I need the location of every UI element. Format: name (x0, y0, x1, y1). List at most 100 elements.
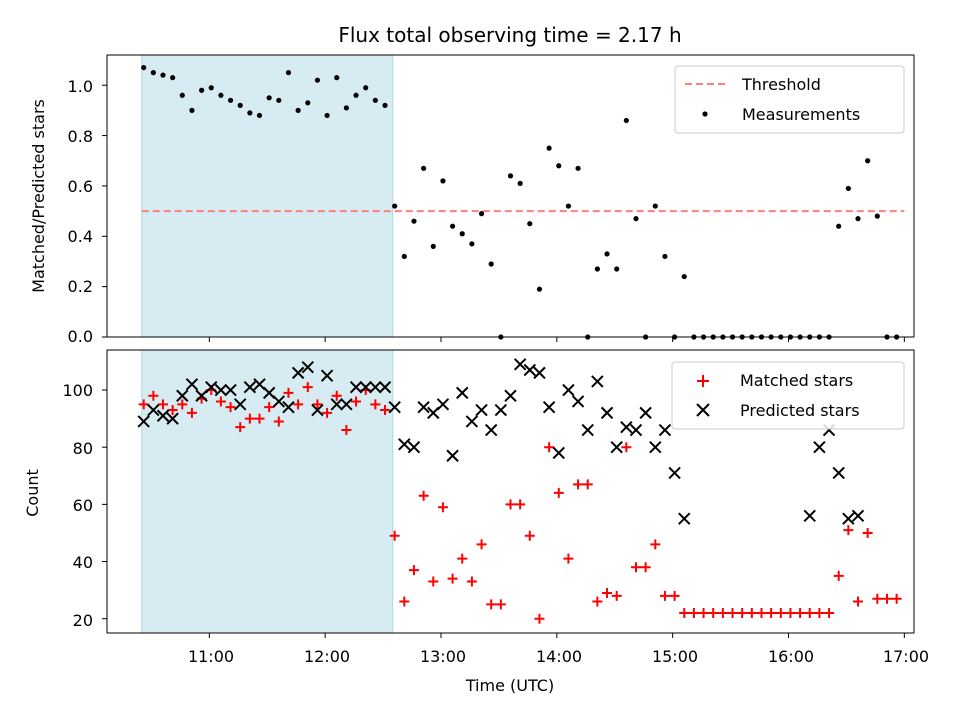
matched-star-point (756, 607, 767, 618)
top-y-tick-label: 0.2 (68, 277, 93, 296)
measurement-point (478, 211, 485, 217)
matched-star-point (630, 562, 641, 573)
measurement-point (556, 163, 562, 169)
predicted-star-point (176, 389, 189, 402)
matched-star-point (843, 525, 854, 536)
measurement-point (170, 75, 176, 81)
predicted-star-point (359, 380, 372, 394)
x-tick-label: 11:00 (188, 647, 234, 666)
matched-star-point (669, 590, 680, 601)
matched-star-point (264, 402, 275, 413)
top-panel: Flux total observing time = 2.17 h Match… (29, 23, 915, 346)
matched-star-point (399, 596, 410, 607)
matched-star-point (341, 425, 352, 436)
predicted-star-point (330, 398, 343, 411)
measurement-point (343, 105, 349, 111)
predicted-star-point (832, 466, 845, 480)
measurement-point (401, 253, 407, 260)
measurement-point (150, 70, 156, 76)
top-y-tick-label: 0.0 (68, 327, 93, 346)
predicted-star-point (600, 406, 614, 420)
matched-star-point (225, 402, 236, 413)
x-tick-label: 14:00 (536, 647, 582, 666)
matched-star-point (495, 599, 506, 610)
matched-star-point (804, 607, 815, 618)
matched-star-point (659, 590, 670, 601)
matched-star-point (235, 422, 246, 433)
matched-star-point (331, 390, 342, 401)
predicted-star-point (137, 415, 150, 428)
matched-star-point (254, 413, 265, 424)
predicted-star-point (475, 403, 488, 417)
predicted-star-point (658, 423, 672, 437)
measurement-point (411, 218, 417, 224)
predicted-star-point (147, 403, 160, 417)
matched-star-point (167, 405, 178, 416)
matched-star-point (640, 562, 651, 573)
matched-star-point (322, 407, 333, 418)
legend-measurements-label: Measurements (742, 105, 860, 124)
legend-predicted-label: Predicted stars (740, 401, 860, 420)
measurement-point (276, 97, 282, 103)
measurement-point (363, 85, 369, 91)
bottom-plot-frame (106, 349, 915, 634)
predicted-star-point (320, 369, 334, 382)
shaded-interval (141, 54, 394, 338)
matched-star-point (524, 530, 535, 541)
measurement-point (662, 253, 668, 260)
measurement-point (575, 165, 581, 171)
bottom-y-tick-label: 100 (62, 381, 93, 400)
predicted-star-point (494, 403, 508, 417)
matched-star-point (447, 573, 458, 584)
predicted-star-point (571, 395, 585, 408)
measurement-point (227, 97, 234, 103)
predicted-star-point (813, 440, 826, 454)
bottom-y-axis-label: Count (23, 469, 42, 517)
matched-star-point (515, 499, 526, 510)
measurement-point (324, 112, 330, 119)
measurement-point (633, 216, 639, 222)
predicted-star-point (552, 446, 565, 460)
x-axis-label: Time (UTC) (465, 676, 554, 695)
predicted-star-point (243, 380, 257, 394)
measurement-point (189, 107, 195, 113)
predicted-star-point (407, 440, 421, 454)
predicted-star-point (803, 509, 816, 523)
bottom-y-tick-label: 80 (73, 439, 93, 458)
predicted-star-point (668, 466, 681, 480)
predicted-star-point (224, 383, 237, 397)
measurement-point (295, 107, 301, 113)
legend-measurements-swatch (702, 111, 708, 117)
x-tick-label: 17:00 (883, 647, 929, 666)
measurement-point (218, 92, 224, 98)
measurement-point (681, 273, 687, 280)
matched-star-point (862, 527, 873, 538)
predicted-star-point (205, 380, 218, 394)
measurement-point (507, 173, 514, 179)
matched-star-point (727, 607, 738, 618)
predicted-star-point (851, 509, 865, 523)
predicted-star-point (484, 423, 498, 437)
measurement-point (449, 223, 456, 229)
measurement-point (392, 203, 398, 209)
matched-star-point (476, 539, 487, 550)
bottom-y-tick-label: 40 (73, 553, 93, 572)
matched-star-point (814, 607, 825, 618)
measurement-point (247, 110, 253, 116)
matched-star-point (775, 607, 786, 618)
predicted-star-point (678, 512, 691, 525)
top-y-tick-label: 0.4 (68, 227, 93, 246)
measurement-point (546, 145, 552, 151)
matched-star-point (785, 607, 796, 618)
matched-star-point (592, 596, 603, 607)
measurement-point (517, 180, 523, 187)
measurement-point (527, 221, 533, 227)
predicted-star-point (214, 383, 228, 397)
measurement-point (440, 178, 446, 184)
measurement-point (604, 251, 610, 257)
matched-star-point (293, 399, 304, 410)
predicted-star-point (185, 378, 199, 391)
measurement-point (836, 223, 842, 229)
measurement-point (652, 203, 658, 209)
